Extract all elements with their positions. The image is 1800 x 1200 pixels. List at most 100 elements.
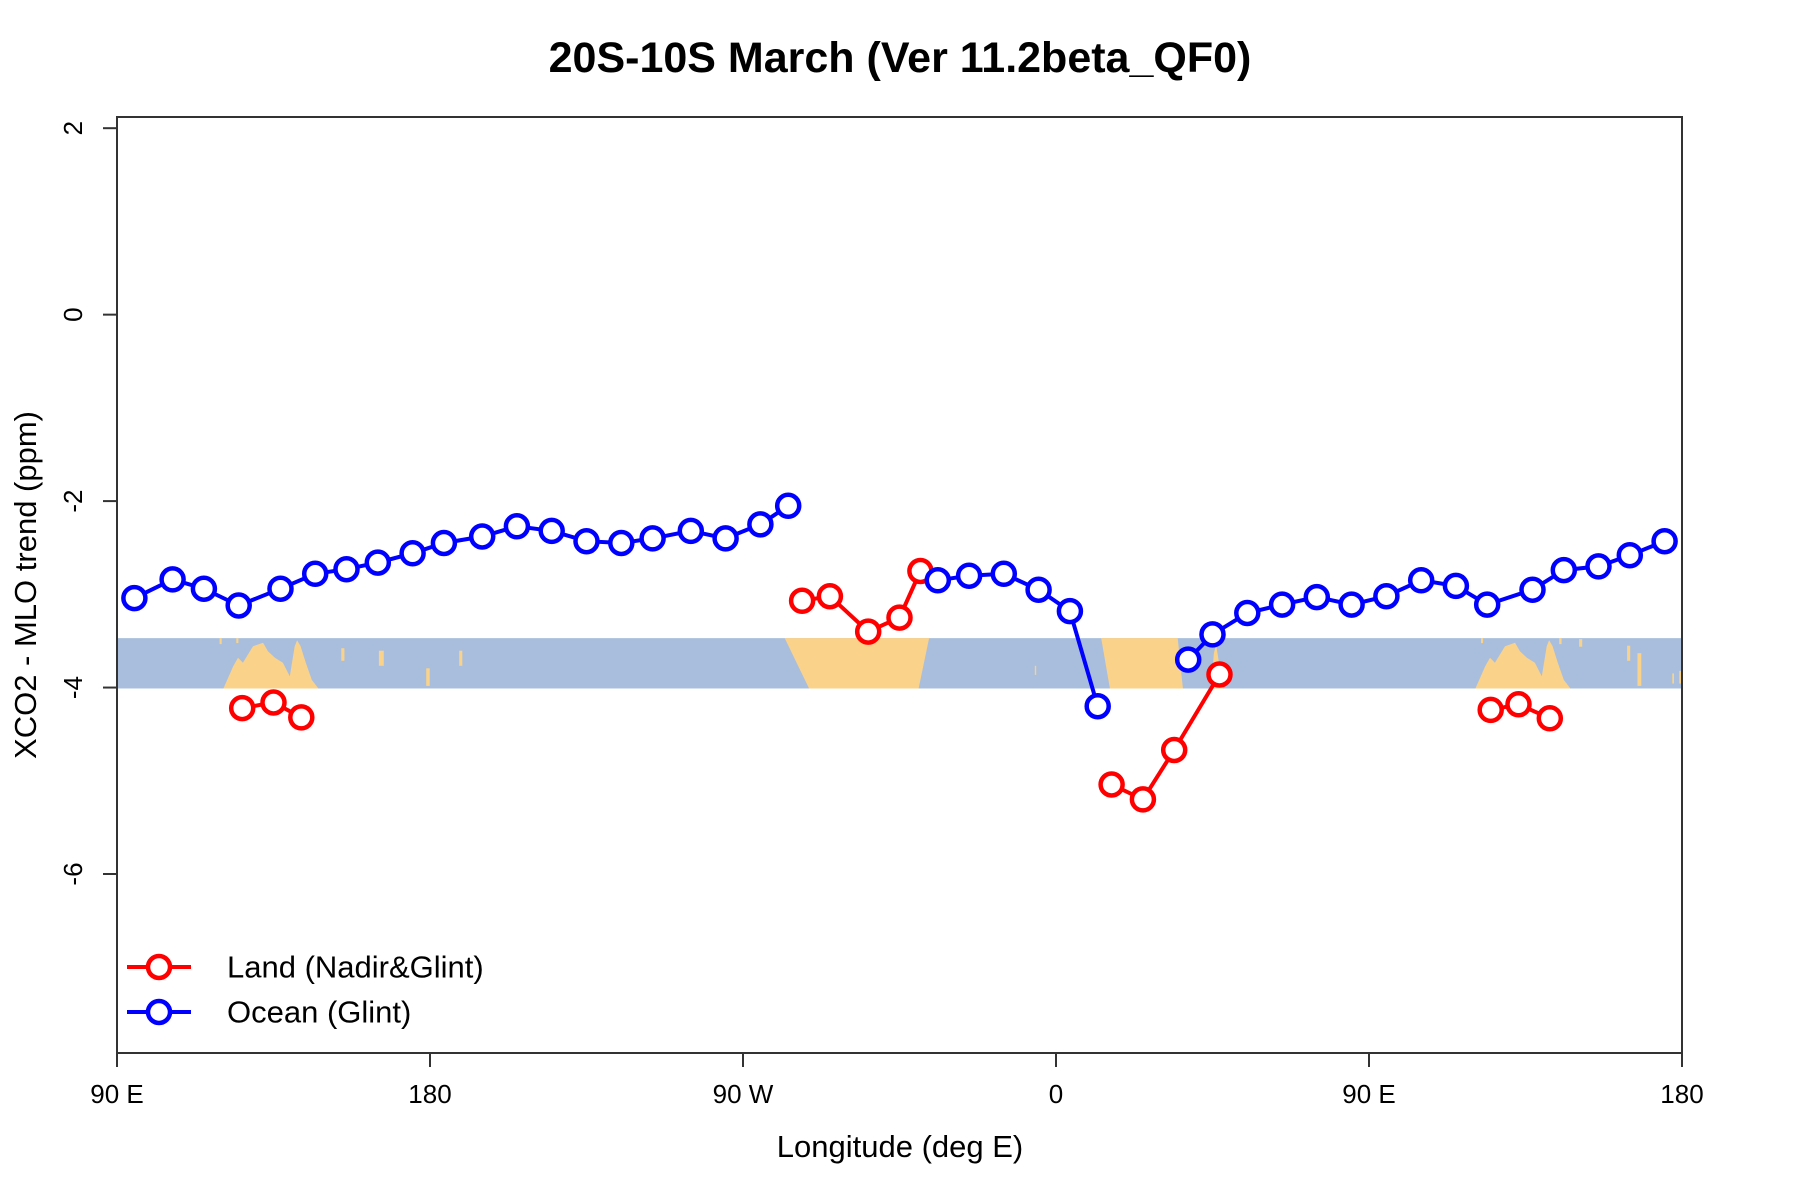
ocean-point <box>1174 646 1202 673</box>
ocean-point <box>1199 621 1226 648</box>
ocean-point <box>1616 541 1644 569</box>
land-point <box>288 704 315 731</box>
ocean-point <box>538 517 565 545</box>
ocean-point <box>747 511 774 538</box>
ocean-point <box>639 525 666 552</box>
x-tick-label: 180 <box>1660 1079 1703 1109</box>
axes-layer: 90 E 180 90 W 0 90 E 180 2 0 -2 -4 -6 <box>58 116 1704 1109</box>
ocean-point <box>159 566 186 593</box>
island-speck <box>1481 638 1484 644</box>
ocean-point <box>990 560 1018 588</box>
legend: Land (Nadir&Glint) Ocean (Glint) <box>127 950 484 1030</box>
x-tick-label: 180 <box>408 1079 451 1109</box>
island-speck <box>341 648 345 661</box>
island-speck <box>426 668 430 686</box>
ocean-point <box>677 517 705 545</box>
land-point <box>854 618 882 645</box>
ocean-point <box>1519 576 1546 603</box>
ocean-point <box>1234 599 1261 627</box>
ocean-point <box>1473 591 1501 618</box>
island-speck <box>1579 639 1583 647</box>
world-map-band-layer <box>117 638 1682 689</box>
island-speck <box>378 650 384 666</box>
ocean-point <box>1303 583 1331 611</box>
ocean-point <box>608 529 635 557</box>
island-speck <box>1627 645 1631 661</box>
x-tick-label: 0 <box>1049 1079 1063 1109</box>
y-axis-title: XCO2 - MLO trend (ppm) <box>8 411 43 759</box>
ocean-point <box>1651 527 1678 555</box>
x-axis-title: Longitude (deg E) <box>777 1129 1023 1164</box>
ocean-point <box>399 540 426 567</box>
ocean-point <box>573 527 600 555</box>
land-point <box>228 694 256 722</box>
legend-marker-symbol <box>145 998 173 1026</box>
legend-marker-symbol <box>145 953 173 981</box>
ocean-point <box>924 567 952 594</box>
legend-item-ocean: Ocean (Glint) <box>127 995 411 1030</box>
ocean-point <box>190 575 218 602</box>
y-tick-label: 2 <box>58 121 88 135</box>
ocean-point <box>1084 692 1111 720</box>
ocean-point <box>1407 567 1435 594</box>
land-point <box>816 582 844 610</box>
land-mass-australia-wrapped <box>1475 640 1571 689</box>
ocean-point <box>503 513 531 540</box>
ocean-point <box>333 555 360 583</box>
land-point <box>1098 771 1125 798</box>
land-point <box>1505 691 1532 718</box>
ocean-point <box>267 575 294 602</box>
ocean-point <box>468 523 496 550</box>
x-tick-label: 90 E <box>1342 1079 1396 1109</box>
island-speck <box>1672 673 1674 684</box>
y-tick-label: 0 <box>58 307 88 321</box>
y-tick-label: -4 <box>58 676 88 699</box>
chart-title: 20S-10S March (Ver 11.2beta_QF0) <box>549 34 1252 82</box>
ocean-point <box>121 584 148 612</box>
land-mass-australia <box>223 640 319 689</box>
ocean-point <box>430 529 458 557</box>
land-point <box>886 604 913 631</box>
land-point <box>788 587 816 615</box>
land-point <box>1129 786 1157 813</box>
ocean-point <box>1025 576 1052 603</box>
ocean-point <box>225 592 252 619</box>
y-tick-label: -2 <box>58 490 88 513</box>
ocean-point <box>1550 556 1578 584</box>
island-speck <box>1559 638 1562 645</box>
island-speck <box>219 638 222 645</box>
land-point <box>260 689 287 716</box>
land-point <box>1477 696 1504 724</box>
ocean-point <box>364 549 392 576</box>
ocean-point <box>1442 572 1470 600</box>
ocean-point <box>1338 591 1365 618</box>
ocean-point <box>1373 582 1400 610</box>
island-speck <box>1034 665 1037 675</box>
island-speck <box>459 650 463 666</box>
data-series-layer <box>121 492 1678 813</box>
legend-label: Ocean (Glint) <box>227 995 411 1030</box>
ocean-point <box>1056 597 1084 625</box>
land-mass-africa <box>1101 638 1183 689</box>
x-tick-label: 90 E <box>90 1079 144 1109</box>
x-tick-label: 90 W <box>713 1079 774 1109</box>
island-speck <box>1679 670 1682 684</box>
ocean-point <box>301 560 329 588</box>
y-tick-label: -6 <box>58 862 88 885</box>
legend-label: Land (Nadir&Glint) <box>227 950 484 985</box>
legend-item-land: Land (Nadir&Glint) <box>127 950 484 985</box>
ocean-point <box>774 492 802 520</box>
ocean-series <box>121 492 1678 720</box>
ocean-point <box>1268 591 1296 618</box>
land-point <box>1536 705 1564 732</box>
land-line-segment <box>1110 673 1222 802</box>
land-mass-south-america <box>784 638 930 689</box>
ocean-point <box>1585 553 1612 580</box>
land-point <box>1206 661 1233 688</box>
land-series <box>228 557 1564 813</box>
island-speck <box>1637 653 1642 686</box>
ocean-point <box>712 525 739 552</box>
land-point <box>1160 736 1188 764</box>
